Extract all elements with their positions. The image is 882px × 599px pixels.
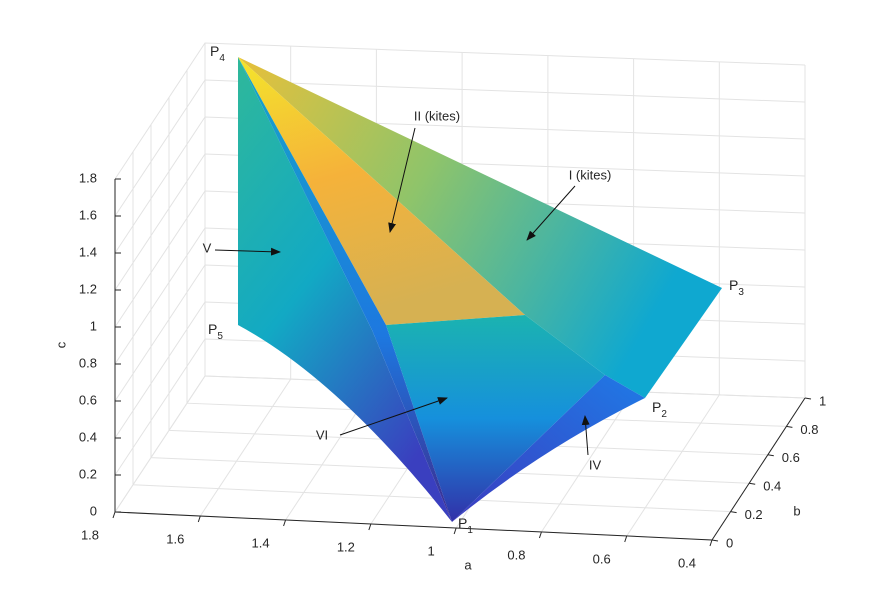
point-label-subscript: 2 (661, 409, 667, 420)
y-axis-label: b (793, 503, 800, 518)
z-tick-label: 1.8 (79, 170, 97, 185)
point-label: P4 (210, 43, 225, 64)
point-label: P2 (652, 399, 667, 420)
z-tick-label: 1 (90, 318, 97, 333)
y-tick (786, 425, 793, 428)
arrow (214, 247, 281, 256)
x-tick (368, 523, 372, 531)
arrow (581, 415, 590, 456)
point-label-text: P (652, 399, 661, 415)
grid-line (114, 42, 806, 180)
y-tick (804, 397, 812, 400)
y-tick (767, 454, 774, 457)
x-tick-label: 0.4 (678, 555, 696, 570)
x-tick (453, 527, 457, 535)
point-label-text: P (458, 515, 467, 531)
annotation-arrows (214, 127, 590, 456)
arrow (388, 127, 416, 233)
point-label-subscript: 1 (467, 525, 473, 536)
surface (238, 57, 722, 522)
z-axis-label: c (53, 341, 68, 348)
grid-line (114, 79, 806, 217)
grid-line (114, 43, 206, 513)
z-tick-label: 1.6 (79, 207, 97, 222)
point-label-subscript: 4 (219, 53, 225, 64)
z-tick-label: 0 (90, 503, 97, 518)
region-label: I (kites) (569, 167, 612, 182)
x-axis-label: a (464, 557, 472, 572)
surface-region (238, 57, 722, 398)
x-tick-label: 0.8 (507, 547, 525, 562)
x-tick (709, 539, 713, 547)
y-tick (711, 539, 719, 542)
grid-line (114, 116, 806, 254)
y-tick-label: 1 (819, 393, 826, 408)
y-tick-label: 0.8 (800, 422, 818, 437)
grid (112, 42, 812, 547)
grid-line (114, 190, 806, 328)
x-tick-label: 0.6 (593, 551, 611, 566)
y-tick-label: 0.4 (763, 479, 781, 494)
region-label: IV (589, 457, 602, 472)
point-label-subscript: 5 (217, 331, 223, 342)
point-label: P1 (458, 515, 473, 536)
x-tick (197, 515, 201, 523)
region-label: VI (316, 427, 328, 442)
x-tick-label: 1.4 (252, 535, 270, 550)
z-tick-label: 0.6 (79, 392, 97, 407)
x-tick-label: 1.8 (81, 527, 99, 542)
point-label-text: P (208, 321, 217, 337)
y-tick-label: 0.6 (782, 450, 800, 465)
x-tick (112, 511, 116, 519)
point-label-subscript: 3 (738, 287, 744, 298)
z-tick-label: 0.8 (79, 355, 97, 370)
x-tick-label: 1.2 (337, 539, 355, 554)
surface-region (452, 375, 645, 522)
arrow (339, 397, 448, 436)
y-tick-label: 0 (726, 535, 733, 550)
y-tick-label: 0.2 (745, 507, 763, 522)
surface-region (238, 57, 525, 325)
region-label: II (kites) (414, 108, 460, 123)
x-tick-label: 1.6 (166, 531, 184, 546)
surface-region (238, 57, 452, 522)
x-axis-line (114, 511, 713, 541)
z-tick-label: 1.2 (79, 281, 97, 296)
z-tick-label: 1.4 (79, 244, 97, 259)
point-label-text: P (210, 43, 219, 59)
point-label: P5 (208, 321, 223, 342)
y-tick (730, 511, 737, 514)
x-tick (538, 531, 542, 539)
x-tick (624, 535, 628, 543)
region-label: V (203, 240, 212, 255)
arrow (526, 185, 576, 241)
x-tick-label: 1 (428, 543, 435, 558)
y-axis-line (711, 397, 806, 541)
z-tick-label: 0.4 (79, 429, 97, 444)
point-label: P3 (729, 277, 744, 298)
y-tick (749, 482, 756, 485)
point-label-text: P (729, 277, 738, 293)
grid-line (114, 153, 806, 291)
x-tick (283, 519, 287, 527)
z-tick-label: 0.2 (79, 466, 97, 481)
surface-region (386, 315, 605, 522)
